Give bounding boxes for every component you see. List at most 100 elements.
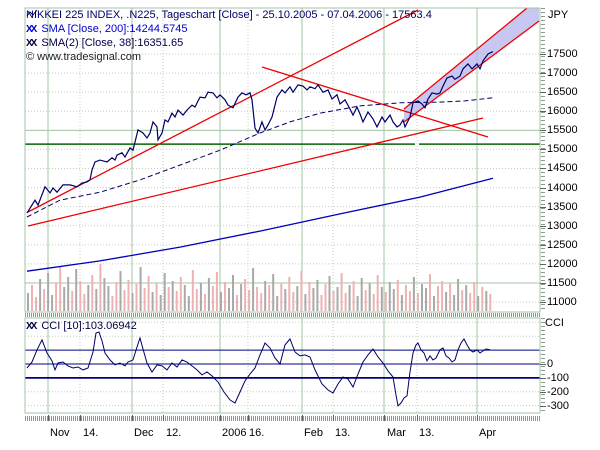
price-tick-label: 15500 (547, 124, 578, 136)
volume-bar (360, 278, 363, 311)
volume-bar (87, 285, 90, 311)
volume-bar (99, 264, 102, 311)
cci-major-tick (540, 378, 546, 379)
sma38-legend-text: SMA(2) [Close, 38]:16351.65 (41, 37, 184, 49)
volume-bar (47, 273, 50, 311)
price-major-tick (540, 283, 546, 284)
cci-legend-text: CCI [10]:103.06942 (41, 320, 137, 332)
trend-channel-fill (404, 8, 539, 122)
sma38-series-icon: XX (26, 38, 37, 49)
date-label: 14. (83, 427, 99, 439)
volume-bar (400, 295, 403, 311)
date-label: Feb (304, 427, 323, 439)
volume-bar (457, 279, 460, 311)
volume-bar (211, 286, 214, 311)
volume-bar (312, 288, 315, 311)
price-major-tick (540, 111, 546, 112)
sma200-series-icon: XX (26, 24, 37, 35)
volume-bar (260, 293, 263, 311)
volume-bar (252, 268, 255, 311)
date-label: Dec (134, 427, 154, 439)
volume-bar (151, 292, 154, 311)
volume-bar (220, 292, 222, 311)
volume-bar (461, 290, 464, 311)
cci-tick-label: -300 (547, 400, 570, 412)
cci-axis-title: CCI (545, 317, 564, 329)
volume-bar (380, 287, 383, 311)
sma200-line (26, 177, 494, 272)
price-tick-label: 12500 (547, 239, 578, 251)
volume-bar (425, 288, 427, 311)
volume-bar (348, 285, 351, 311)
volume-bar (31, 285, 33, 311)
volume-bar (123, 290, 126, 311)
cci-major-tick (540, 364, 546, 365)
volume-bar (35, 297, 37, 311)
volume-bar (416, 293, 419, 311)
volume-bar (131, 293, 134, 311)
volume-bar (55, 283, 58, 311)
sma200-legend-text: SMA [Close, 200]:14244.5745 (41, 23, 188, 35)
volume-bar (39, 279, 42, 311)
volume-bar (408, 291, 411, 311)
trend-channel-line (403, 7, 528, 110)
volume-bar (276, 296, 279, 311)
volume-bar (308, 282, 311, 311)
volume-bar (111, 296, 114, 311)
volume-bar (304, 294, 307, 311)
sma200-legend-row: XX SMA [Close, 200]:14244.5745 (26, 23, 188, 36)
price-tick-label: 16500 (547, 86, 578, 98)
currency-axis-label: JPY (548, 9, 569, 21)
volume-bar (179, 277, 182, 311)
price-tick-label: 17500 (547, 48, 578, 60)
date-major-tick (80, 415, 81, 421)
volume-bar (236, 295, 238, 311)
cci-axis-tick-strip (541, 318, 545, 413)
chart-title-text: NIKKEI 225 INDEX, .N225, Tageschart [Clo… (26, 9, 432, 21)
date-major-tick (248, 415, 249, 421)
volume-bar (421, 284, 423, 311)
price-tick-label: 16000 (547, 105, 578, 117)
volume-bar (103, 278, 106, 311)
date-label: 16. (249, 427, 265, 439)
price-tick-label: 11500 (547, 277, 577, 289)
volume-bar (199, 283, 202, 311)
volume-bar (320, 295, 323, 311)
volume-bar (127, 280, 130, 311)
price-major-tick (540, 168, 546, 169)
date-major-tick (163, 415, 164, 421)
volume-bar (376, 275, 379, 311)
price-major-tick (540, 149, 546, 150)
volume-bar (368, 283, 371, 311)
price-major-tick (540, 130, 546, 131)
volume-bar (119, 271, 122, 311)
volume-bar (272, 274, 275, 311)
volume-bar (79, 281, 82, 311)
price-major-tick (540, 73, 546, 74)
volume-bar (396, 280, 399, 311)
volume-bar (147, 276, 150, 311)
price-tick-label: 17000 (547, 67, 578, 79)
volume-bar (473, 282, 476, 311)
date-major-tick (384, 415, 385, 421)
volume-bar (175, 291, 178, 311)
volume-bar (388, 282, 391, 311)
volume-bar (43, 289, 46, 311)
price-major-tick (540, 245, 546, 246)
trend-line-steep-uptrend (27, 9, 419, 213)
panel-border (24, 317, 541, 414)
volume-bar (95, 289, 98, 311)
volume-bar (264, 281, 267, 311)
volume-bar (215, 272, 218, 311)
cci-series-icon: XX (26, 321, 37, 332)
price-major-tick (540, 302, 546, 303)
date-label: 2006 (222, 427, 247, 439)
volume-bar (240, 284, 243, 311)
volume-bar (481, 287, 484, 311)
volume-bar (489, 294, 492, 311)
volume-bar (27, 293, 29, 311)
volume-bar (67, 277, 70, 311)
volume-bar (139, 267, 142, 311)
